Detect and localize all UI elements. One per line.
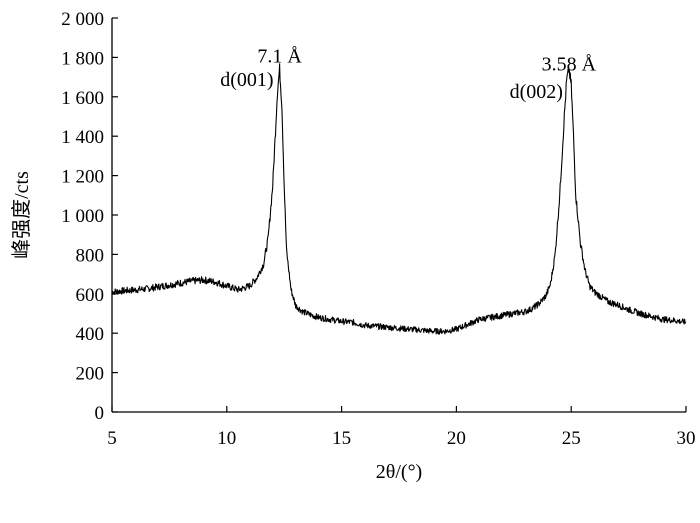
annotation-peak2-spacing: 3.58 Å (542, 53, 597, 75)
y-tick-label: 1 600 (61, 88, 104, 109)
x-tick-label: 10 (217, 428, 236, 449)
x-axis-title: 2θ/(°) (376, 461, 422, 483)
y-tick-label: 1 000 (61, 206, 104, 227)
annotation-peak1-index: d(001) (220, 69, 273, 91)
y-tick-label: 1 800 (61, 48, 104, 69)
y-tick-label: 400 (76, 324, 105, 345)
y-tick-label: 2 000 (61, 9, 104, 30)
axes (111, 18, 686, 413)
x-tick-label: 5 (107, 428, 117, 449)
y-tick-label: 600 (76, 285, 105, 306)
y-tick-label: 0 (95, 403, 105, 424)
y-tick-label: 1 200 (61, 167, 104, 188)
series-group (111, 63, 687, 335)
series-line (111, 63, 687, 335)
y-axis-title: 峰强度/cts (10, 171, 33, 259)
annotations: 7.1 Åd(001) 3.58 Å d(002) (220, 45, 596, 102)
x-tick-label: 30 (677, 428, 696, 449)
annotation-peak1-spacing: 7.1 Å (257, 45, 302, 67)
x-tick-label: 15 (332, 428, 351, 449)
y-ticks: 0 200 400 600 800 1 000 1 200 1 400 1 600 1 800 2 … (61, 9, 118, 424)
x-tick-label: 20 (447, 428, 466, 449)
y-tick-label: 800 (76, 245, 105, 266)
x-ticks: 5 10 15 20 25 30 (107, 406, 696, 449)
y-tick-label: 1 400 (61, 127, 104, 148)
x-tick-label: 25 (562, 428, 581, 449)
y-tick-label: 200 (76, 364, 105, 385)
annotation-peak2-index: d(002) (510, 81, 563, 103)
